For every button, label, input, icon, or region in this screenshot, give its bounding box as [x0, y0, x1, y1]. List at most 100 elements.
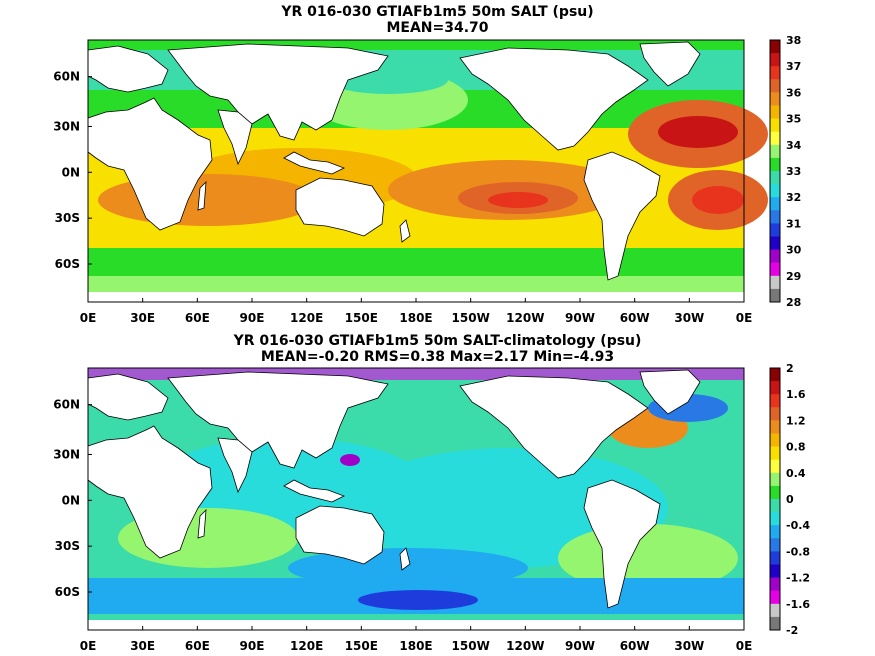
bottom-colorbar-swatch [770, 472, 780, 487]
top-colorbar-label: 36 [786, 86, 802, 99]
top-lon-label: 120E [290, 311, 323, 325]
top-lat-label: 30S [55, 211, 80, 225]
bottom-colorbar-swatch [770, 577, 780, 592]
top-lon-label: 60E [185, 311, 210, 325]
top-lat-label: 60S [55, 257, 80, 271]
bottom-panel-subtitle: MEAN=-0.20 RMS=0.38 Max=2.17 Min=-4.93 [260, 349, 615, 365]
bottom-colorbar-swatch [770, 525, 780, 539]
top-map [87, 39, 768, 303]
bottom-colorbar-frame [769, 367, 781, 631]
bottom-colorbar-swatch [770, 512, 780, 526]
bottom-colorbar-swatch [770, 433, 780, 448]
bottom-colorbar-swatch [770, 459, 780, 474]
top-colorbar-label: 34 [786, 139, 802, 152]
bottom-panel-title: YR 016-030 GTIAFb1m5 50m SALT-climatolog… [233, 333, 642, 349]
bottom-colorbar-swatch [770, 394, 780, 408]
top-colorbar-label: 32 [786, 191, 801, 204]
top-colorbar-swatch [770, 118, 780, 133]
bottom-colorbar-swatch [770, 603, 780, 618]
bottom-colorbar-swatch [770, 499, 780, 513]
top-lon-label: 180E [399, 311, 432, 325]
top-panel-subtitle: MEAN=34.70 [386, 20, 489, 36]
top-colorbar-label: 31 [786, 217, 801, 230]
top-lon-label: 90W [565, 311, 595, 325]
bottom-lon-label: 0E [736, 639, 753, 653]
top-colorbar-swatch [770, 288, 780, 303]
bottom-colorbar-label: 0 [786, 493, 794, 506]
bottom-lon-label: 60W [620, 639, 650, 653]
bottom-colorbar-swatch [770, 368, 780, 382]
top-colorbar-swatch [770, 210, 780, 224]
top-colorbar-label: 30 [786, 244, 802, 257]
top-lon-label: 120W [506, 311, 544, 325]
bottom-lat-label: 0N [62, 493, 80, 507]
top-colorbar-swatch [770, 53, 780, 67]
bottom-colorbar-swatch [770, 538, 780, 552]
bottom-colorbar-label: 2 [786, 362, 794, 375]
bottom-colorbar-label: 1.2 [786, 414, 806, 427]
top-colorbar-swatch [770, 131, 780, 146]
bottom-lon-label: 180E [399, 639, 432, 653]
top-colorbar-swatch [770, 92, 780, 106]
top-colorbar-swatch [770, 79, 780, 93]
bottom-lon-label: 30E [130, 639, 155, 653]
bottom-lon-label: 30W [674, 639, 704, 653]
bottom-colorbar-swatch [770, 407, 780, 421]
top-lon-label: 60W [620, 311, 650, 325]
top-lon-label: 150E [345, 311, 378, 325]
top-colorbar-label: 29 [786, 270, 801, 283]
top-lon-label: 30E [130, 311, 155, 325]
bottom-lon-label: 60E [185, 639, 210, 653]
bottom-map [87, 367, 745, 631]
bottom-lon-label: 90E [240, 639, 265, 653]
top-colorbar-swatch [770, 105, 780, 120]
bottom-lon-label: 120W [506, 639, 544, 653]
top-lon-label: 150W [452, 311, 490, 325]
bottom-colorbar-label: 0.8 [786, 441, 806, 454]
bottom-lat-label: 30N [53, 447, 80, 461]
top-lon-label: 0E [80, 311, 97, 325]
top-colorbar-swatch [770, 66, 780, 80]
bottom-colorbar-swatch [770, 564, 780, 579]
top-lat-label: 60N [53, 70, 80, 84]
top-lon-label: 0E [736, 311, 753, 325]
bottom-lon-label: 150E [345, 639, 378, 653]
top-colorbar-label: 28 [786, 296, 801, 309]
top-lon-label: 90E [240, 311, 265, 325]
bottom-colorbar-swatch [770, 590, 780, 605]
bottom-colorbar-swatch [770, 485, 780, 500]
top-colorbar-swatch [770, 249, 780, 264]
bottom-colorbar-label: -2 [786, 624, 798, 637]
bottom-colorbar-swatch [770, 420, 780, 434]
bottom-colorbar-swatch [770, 551, 780, 565]
top-colorbar-label: 35 [786, 113, 801, 126]
bottom-lon-label: 0E [80, 639, 97, 653]
top-colorbar-swatch [770, 184, 780, 198]
top-colorbar-swatch [770, 236, 780, 251]
bottom-lon-label: 150W [452, 639, 490, 653]
top-colorbar-swatch [770, 40, 780, 54]
bottom-lat-label: 60N [53, 398, 80, 412]
top-colorbar-swatch [770, 157, 780, 172]
bottom-colorbar-label: 0.4 [786, 467, 806, 480]
bottom-colorbar-label: -0.4 [786, 519, 810, 532]
bottom-lat-label: 60S [55, 585, 80, 599]
bottom-colorbar-label: -1.6 [786, 598, 810, 611]
bottom-colorbar-swatch [770, 446, 780, 461]
top-colorbar-swatch [770, 144, 780, 159]
top-colorbar-swatch [770, 197, 780, 211]
bottom-colorbar-swatch [770, 616, 780, 631]
bottom-lat-label: 30S [55, 539, 80, 553]
bottom-colorbar-label: -0.8 [786, 545, 810, 558]
top-lat-label: 0N [62, 165, 80, 179]
bottom-lon-label: 120E [290, 639, 323, 653]
bottom-colorbar-label: 1.6 [786, 388, 806, 401]
top-colorbar-frame [769, 39, 781, 303]
top-colorbar-swatch [770, 275, 780, 290]
top-colorbar-label: 33 [786, 165, 801, 178]
bottom-colorbar-swatch [770, 381, 780, 395]
top-lat-label: 30N [53, 119, 80, 133]
top-colorbar-label: 37 [786, 60, 801, 73]
top-colorbar-label: 38 [786, 34, 801, 47]
